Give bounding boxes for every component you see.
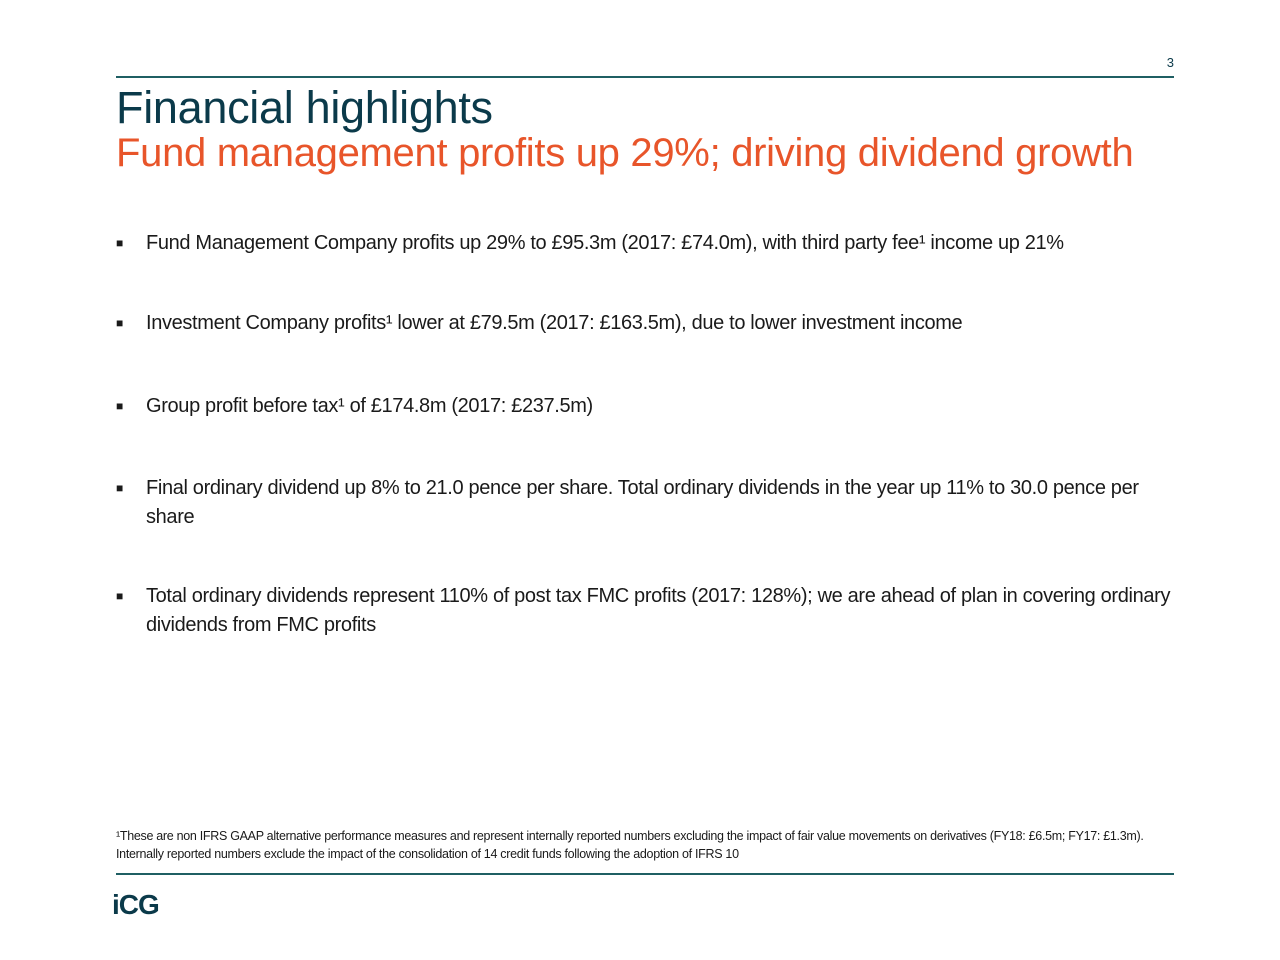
square-bullet-icon: ■	[116, 236, 123, 250]
square-bullet-icon: ■	[116, 589, 123, 603]
square-bullet-icon: ■	[116, 481, 123, 495]
bullet-text: Total ordinary dividends represent 110% …	[146, 585, 1171, 636]
bullet-item: ■ Group profit before tax¹ of £174.8m (2…	[116, 392, 1176, 421]
page-subtitle: Fund management profits up 29%; driving …	[116, 131, 1134, 175]
page-title: Financial highlights	[116, 82, 493, 133]
bottom-divider	[116, 873, 1174, 875]
top-divider	[116, 76, 1174, 78]
bullet-item: ■ Final ordinary dividend up 8% to 21.0 …	[116, 474, 1176, 532]
bullet-text: Fund Management Company profits up 29% t…	[146, 232, 1064, 254]
square-bullet-icon: ■	[116, 399, 123, 413]
bullet-item: ■ Fund Management Company profits up 29%…	[116, 229, 1176, 258]
page-number: 3	[1166, 55, 1174, 70]
bullet-item: ■ Total ordinary dividends represent 110…	[116, 582, 1176, 640]
bullet-text: Group profit before tax¹ of £174.8m (201…	[146, 395, 593, 417]
bullet-text: Investment Company profits¹ lower at £79…	[146, 312, 963, 334]
square-bullet-icon: ■	[116, 316, 123, 330]
footnote: ¹These are non IFRS GAAP alternative per…	[116, 829, 1144, 861]
icg-logo: iCG	[112, 889, 160, 920]
bullet-text: Final ordinary dividend up 8% to 21.0 pe…	[146, 477, 1139, 528]
bullet-item: ■ Investment Company profits¹ lower at £…	[116, 309, 1176, 338]
